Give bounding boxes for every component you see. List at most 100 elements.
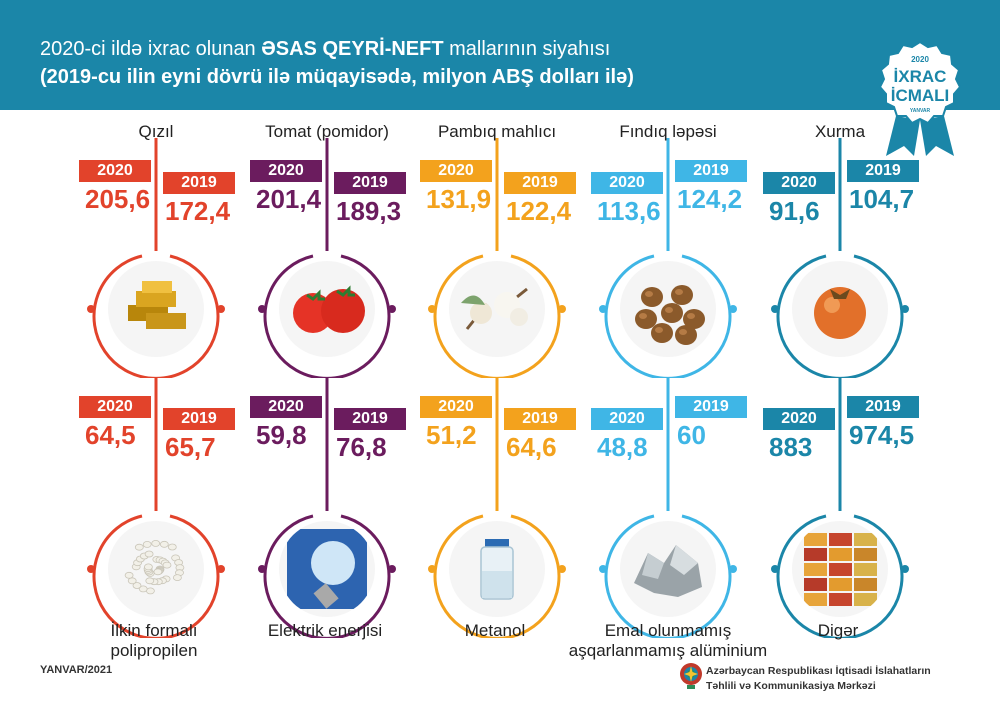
year-2019-label: 2019	[334, 172, 406, 194]
year-2019-label: 2019	[163, 172, 235, 194]
item-graphic	[771, 138, 909, 378]
badge-line1: İXRAC	[894, 67, 947, 86]
ring-arc	[776, 254, 904, 378]
item-name: İlkin formalı polipropilen	[110, 621, 198, 660]
export-item: 2020 2019 48,8 60 Emal olunmamış aşqarlanmam…	[569, 378, 767, 660]
ring-arc	[433, 514, 561, 638]
item-name: Xurma	[814, 122, 866, 141]
year-2020-label: 2020	[420, 160, 492, 182]
year-2019-label: 2019	[847, 160, 919, 182]
year-2019-label: 2019	[504, 408, 576, 430]
title-bold: ƏSAS QEYRİ-NEFT	[261, 38, 444, 60]
item-graphic	[599, 378, 737, 638]
item-name: Qızıl	[138, 122, 174, 141]
value-2019: 65,7	[165, 432, 216, 462]
value-2019: 60	[677, 420, 706, 450]
item-graphic	[87, 378, 225, 638]
badge-month: YANVAR	[910, 108, 931, 114]
value-2019: 104,7	[849, 184, 915, 214]
export-item: 2020 2019 205,6 172,4 Qızıl	[79, 118, 249, 378]
item-name: Tomat (pomidor)	[265, 122, 389, 141]
methanol-bottle-image	[480, 539, 514, 600]
export-item: 2020 2019 91,6 104,7 Xurma	[763, 118, 933, 378]
export-item: 2020 2019 113,6 124,2 Fındıq ləpəsi	[591, 118, 761, 378]
value-2019: 974,5	[849, 420, 915, 450]
year-2019-label: 2019	[504, 172, 576, 194]
export-item: 2020 2019 59,8 76,8 Elektrik enerjisi	[250, 378, 420, 640]
item-name: Emal olunmamış aşqarlanmamış alüminium	[568, 621, 768, 660]
item-graphic	[87, 138, 225, 378]
item-graphic	[428, 138, 566, 378]
value-2020: 201,4	[256, 184, 322, 214]
title-prefix: 2020-ci ildə ixrac olunan	[40, 38, 256, 60]
org-line2: Təhlili və Kommunikasiya Mərkəzi	[706, 680, 876, 692]
value-2020: 205,6	[85, 184, 151, 214]
item-graphic	[258, 138, 396, 378]
export-item: 2020 2019 64,5 65,7 İlkin formalı polipropil…	[79, 378, 249, 660]
footer-date: YANVAR/2021	[40, 664, 113, 676]
year-2020-label: 2020	[420, 396, 492, 418]
ring-arc	[604, 514, 732, 638]
value-2020: 59,8	[256, 420, 307, 450]
polypropylene-image	[124, 539, 185, 595]
value-2020: 51,2	[426, 420, 477, 450]
value-2019: 124,2	[677, 184, 743, 214]
export-item: 2020 2019 51,2 64,6 Metanol	[420, 378, 590, 640]
year-2020-label: 2020	[763, 172, 835, 194]
item-name: Fındıq ləpəsi	[619, 122, 717, 141]
aluminium-image	[634, 545, 702, 597]
year-2020-label: 2020	[79, 396, 151, 418]
azerbaijan-emblem-icon	[680, 663, 702, 689]
value-2019: 76,8	[336, 432, 387, 462]
title-suffix: mallarının siyahısı	[449, 38, 611, 60]
value-2020: 48,8	[597, 432, 648, 462]
value-2019: 122,4	[506, 196, 572, 226]
page-subtitle: (2019-cu ilin eyni dövrü ilə müqayisədə,…	[40, 66, 634, 88]
year-2019-label: 2019	[334, 408, 406, 430]
ring-arc	[263, 514, 391, 638]
item-graphic	[771, 378, 909, 638]
year-2020-label: 2020	[591, 172, 663, 194]
year-2020-label: 2020	[250, 160, 322, 182]
value-2020: 91,6	[769, 196, 820, 226]
hazelnut-image	[635, 285, 705, 345]
item-graphic	[599, 138, 737, 378]
year-2020-label: 2020	[79, 160, 151, 182]
item-name: Elektrik enerjisi	[267, 621, 383, 640]
value-2020: 131,9	[426, 184, 492, 214]
ixrac-icmali-badge: 2020 İXRAC İCMALI YANVAR	[878, 40, 962, 156]
value-2019: 189,3	[336, 196, 402, 226]
badge-line2: İCMALI	[891, 86, 950, 105]
year-2020-label: 2020	[591, 408, 663, 430]
value-2020: 113,6	[597, 196, 661, 226]
containers-image	[804, 533, 877, 606]
lightbulb-image	[287, 529, 367, 609]
persimmon-image	[814, 287, 866, 339]
footer-organization: Azərbaycan Respublikası İqtisadi İslahat…	[706, 664, 931, 694]
item-name: Pambıq mahlıcı	[437, 122, 557, 141]
year-2019-label: 2019	[163, 408, 235, 430]
year-2020-label: 2020	[763, 408, 835, 430]
ring-arc	[433, 254, 561, 378]
cotton-image	[461, 287, 528, 330]
value-2019: 64,6	[506, 432, 557, 462]
export-item: 2020 2019 131,9 122,4 Pambıq mahlıcı	[420, 118, 590, 378]
year-2020-label: 2020	[250, 396, 322, 418]
page-title: 2020-ci ildə ixrac olunan ƏSAS QEYRİ-NEF…	[40, 38, 610, 61]
gold-bars-image	[128, 281, 186, 329]
year-2019-label: 2019	[675, 160, 747, 182]
item-name: Metanol	[464, 621, 526, 640]
badge-year: 2020	[911, 55, 929, 64]
value-2020: 64,5	[85, 420, 136, 450]
item-graphic	[258, 378, 396, 638]
ring-arc	[776, 514, 904, 638]
tomato-image	[293, 285, 365, 333]
ring-arc	[604, 254, 732, 378]
item-graphic	[428, 378, 566, 638]
ring-arc	[263, 254, 391, 378]
ring-arc	[92, 254, 220, 378]
org-line1: Azərbaycan Respublikası İqtisadi İslahat…	[706, 665, 931, 677]
ring-arc	[92, 514, 220, 638]
value-2019: 172,4	[165, 196, 231, 226]
export-item: 2020 2019 201,4 189,3 Tomat (pomidor)	[250, 118, 420, 378]
